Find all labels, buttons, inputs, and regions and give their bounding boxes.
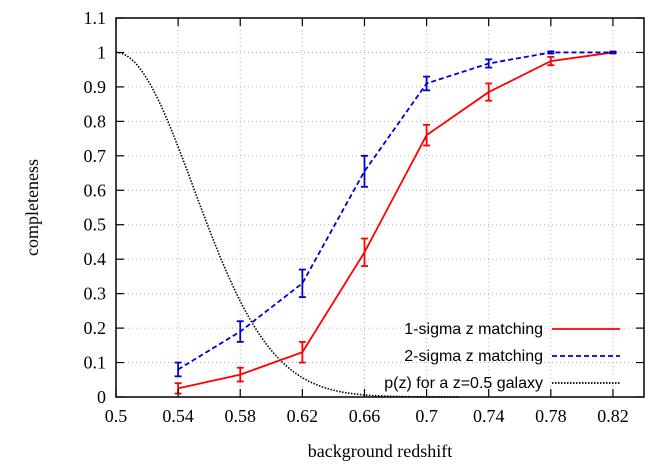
- error-bar: [485, 82, 493, 102]
- y-tick-label: 1: [97, 42, 106, 62]
- error-bar: [423, 123, 431, 147]
- error-bar: [236, 366, 244, 383]
- y-tick-labels: 0 0.1 0.2 0.3 0.4 0.5 0.6 0.7 0.8 0.9 1 1.1: [84, 8, 107, 407]
- x-axis-label: background redshift: [308, 441, 452, 461]
- y-tick-label: 0.9: [84, 77, 107, 97]
- error-bar: [547, 50, 555, 55]
- x-tick-label: 0.5: [105, 406, 128, 426]
- legend-label-2sigma: 2-sigma z matching: [404, 348, 543, 365]
- legend-label-1sigma: 1-sigma z matching: [404, 321, 543, 338]
- error-bar: [298, 340, 306, 364]
- y-tick-label: 0.4: [84, 249, 107, 269]
- x-tick-label: 0.7: [415, 406, 438, 426]
- series-2sigma: [174, 50, 617, 378]
- y-tick-label: 0.6: [84, 180, 107, 200]
- error-bar: [298, 268, 306, 298]
- error-bar: [609, 50, 617, 55]
- x-tick-label: 0.66: [349, 406, 381, 426]
- y-tick-label: 0.7: [84, 146, 107, 166]
- y-tick-label: 0.1: [84, 353, 107, 373]
- x-tick-label: 0.78: [535, 406, 567, 426]
- y-tick-label: 1.1: [84, 8, 107, 28]
- error-bar: [423, 75, 431, 92]
- error-bar: [174, 361, 182, 378]
- series-line: [177, 51, 614, 390]
- x-tick-label: 0.54: [162, 406, 194, 426]
- x-tick-label: 0.82: [597, 406, 629, 426]
- y-tick-label: 0.5: [84, 215, 107, 235]
- series-1sigma: [174, 50, 617, 395]
- y-tick-label: 0.3: [84, 284, 107, 304]
- series-line-pz: [115, 51, 458, 398]
- y-tick-label: 0: [97, 387, 106, 407]
- x-tick-label: 0.62: [287, 406, 319, 426]
- plot-frame: [115, 17, 645, 398]
- error-bar: [236, 320, 244, 343]
- error-bar: [547, 56, 555, 67]
- x-tick-label: 0.58: [224, 406, 256, 426]
- grid: [116, 18, 644, 397]
- x-tick-labels: 0.5 0.54 0.58 0.62 0.66 0.7 0.74 0.78 0.82: [105, 406, 629, 426]
- legend: 1-sigma z matching 2-sigma z matching p(…: [384, 321, 620, 392]
- legend-label-pz: p(z) for a z=0.5 galaxy: [384, 375, 543, 392]
- y-tick-label: 0.8: [84, 111, 107, 131]
- error-bar: [360, 154, 368, 188]
- x-tick-label: 0.74: [473, 406, 505, 426]
- series-line: [177, 51, 613, 371]
- series-layer: [115, 50, 617, 398]
- error-bar: [360, 237, 368, 267]
- axis-ticks: [115, 17, 644, 398]
- error-bar: [485, 58, 493, 69]
- y-axis-label: completeness: [22, 159, 42, 256]
- y-tick-label: 0.2: [84, 318, 107, 338]
